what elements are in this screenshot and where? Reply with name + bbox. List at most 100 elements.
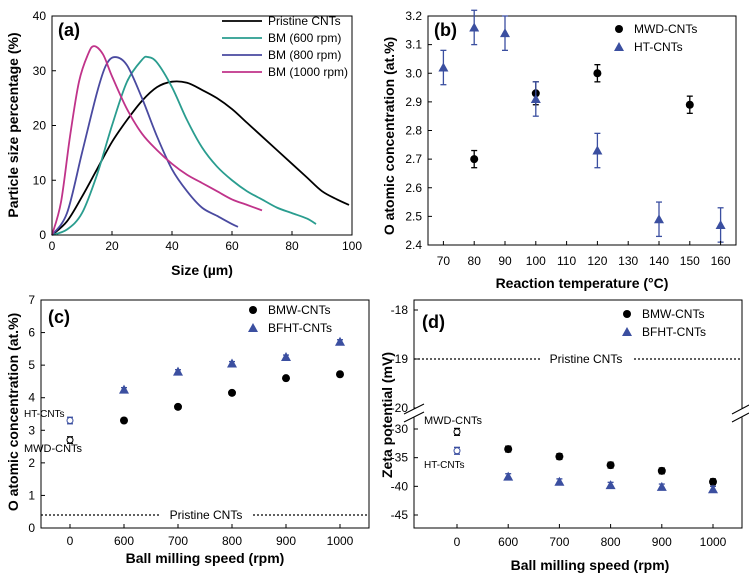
x-tick-label-a-1: 20: [105, 239, 119, 253]
legend-label-b-0: MWD-CNTs: [634, 22, 697, 36]
data-point-c-0-1: [120, 416, 128, 425]
legend-label-c-1: BFHT-CNTs: [268, 321, 332, 335]
y-tick-label-c-7: 7: [28, 293, 35, 307]
legend-marker-b-1: [614, 42, 624, 51]
annotation-mwd-cnts-d: MWD-CNTs: [424, 415, 483, 427]
data-point-d-1-1: [503, 471, 514, 481]
panel-b: 70 80 90 100 110 120 130 140 150 160 2.4 2.5 2.6 2.7 2…: [381, 9, 737, 291]
panel-label-b: (b): [434, 20, 457, 40]
x-tick-label-b-6: 130: [618, 254, 638, 268]
legend-label-d-1: BFHT-CNTs: [642, 325, 706, 339]
x-tick-label-c-2: 700: [168, 534, 188, 548]
x-tick-label-a-3: 60: [225, 239, 239, 253]
y-axis-label-a: Particle size percentage (%): [5, 32, 21, 217]
x-tick-label-d-2: 700: [549, 535, 569, 549]
x-tick-label-c-5: 1000: [327, 534, 354, 548]
series-line-a-3: [51, 45, 263, 236]
data-point-d-1-0: [453, 447, 461, 455]
legend-label-c-0: BMW-CNTs: [268, 303, 330, 317]
x-tick-label-a-5: 100: [342, 239, 362, 253]
data-point-c-1-4: [281, 352, 291, 361]
data-point-c-0-2: [174, 402, 182, 411]
legend-marker-d-1: [622, 327, 632, 336]
x-tick-label-b-7: 140: [649, 254, 669, 268]
data-point-b-1-4: [592, 145, 603, 155]
data-point-c-0-0: [66, 436, 74, 444]
data-point-c-1-3: [227, 358, 237, 368]
data-point-d-1-2: [554, 476, 565, 486]
data-point-b-1-5: [654, 214, 664, 224]
y-tick-label-c-5: 5: [28, 358, 35, 372]
x-axis-label-d: Ball milling speed (rpm): [511, 557, 670, 573]
data-point-b-1-1: [469, 22, 480, 32]
data-point-b-1-6: [715, 219, 726, 229]
y-tick-label-b-1: 2.5: [405, 209, 422, 223]
data-point-d-1-5: [708, 484, 718, 494]
legend-label-b-1: HT-CNTs: [634, 40, 683, 54]
y-tick-label-a-4: 40: [33, 9, 47, 23]
reference-label-bg-d: [540, 353, 632, 365]
y-tick-label-c-3: 3: [28, 423, 35, 437]
legend-marker-c-1: [248, 323, 258, 332]
data-point-b-0-2: [593, 69, 602, 78]
plot-area-c: [40, 299, 370, 529]
data-point-d-0-3: [606, 461, 615, 470]
x-tick-label-b-0: 70: [437, 254, 451, 268]
axis-break-right: [728, 404, 749, 423]
data-point-c-1-1: [119, 384, 129, 394]
x-tick-label-c-4: 900: [276, 534, 296, 548]
x-tick-label-b-1: 80: [468, 254, 482, 268]
y-tick-label-a-3: 30: [33, 64, 47, 78]
y-axis-label-b: O atomic concentration (at.%): [381, 37, 397, 235]
series-line-a-0: [51, 80, 350, 236]
panel-c: Pristine CNTs 0 600 700 800 900 100001234567 …: [5, 293, 370, 566]
x-tick-label-a-4: 80: [285, 239, 299, 253]
y-tick-label-d-5: -40: [391, 479, 409, 493]
x-tick-label-c-0: 0: [67, 534, 74, 548]
x-axis-label-c: Ball milling speed (rpm): [126, 550, 285, 566]
y-tick-label-d-0: -18: [391, 303, 409, 317]
data-point-c-1-0: [66, 417, 74, 425]
x-tick-label-a-2: 40: [165, 239, 179, 253]
y-tick-label-b-7: 3.1: [405, 38, 422, 52]
legend-marker-c-0: [249, 306, 257, 314]
legend-marker-d-0: [623, 310, 631, 318]
y-tick-label-b-3: 2.7: [405, 152, 422, 166]
y-tick-label-b-4: 2.8: [405, 124, 422, 138]
y-tick-label-b-5: 2.9: [405, 95, 422, 109]
data-point-d-0-4: [657, 466, 666, 475]
data-point-c-0-4: [282, 374, 290, 383]
data-point-d-0-0: [453, 428, 461, 436]
panel-label-d: (d): [422, 312, 445, 332]
y-tick-label-d-6: -45: [391, 508, 409, 522]
x-tick-label-d-4: 900: [652, 535, 672, 549]
data-point-b-0-0: [470, 155, 479, 164]
y-axis-label-d: Zeta potential (mV): [379, 352, 395, 478]
data-point-b-1-3: [530, 94, 541, 104]
legend-label-d-0: BMW-CNTs: [642, 307, 704, 321]
data-point-b-1-0: [438, 62, 449, 72]
y-tick-label-d-3: -30: [391, 422, 409, 436]
reference-label-c: Pristine CNTs: [170, 508, 243, 522]
data-point-d-1-4: [656, 481, 667, 491]
y-tick-label-d-2: -20: [391, 401, 409, 415]
x-tick-label-b-3: 100: [526, 254, 546, 268]
annotation-ht-cnts-d: HT-CNTs: [424, 460, 465, 471]
annotation-mwd-cnts-c: MWD-CNTs: [24, 443, 83, 455]
legend-label-a-3: BM (1000 rpm): [268, 65, 348, 79]
series-line-a-1: [51, 55, 317, 236]
y-tick-label-b-0: 2.4: [405, 238, 422, 252]
panel-label-c: (c): [48, 307, 70, 327]
data-point-c-0-3: [228, 388, 236, 397]
x-tick-label-c-1: 600: [114, 534, 134, 548]
x-tick-label-d-3: 800: [601, 535, 621, 549]
y-tick-label-c-1: 1: [28, 488, 35, 502]
y-tick-label-b-6: 3.0: [405, 66, 422, 80]
plot-area-b: [427, 15, 737, 246]
y-tick-label-a-2: 20: [33, 119, 47, 133]
panel-a: 0 20 40 60 80 100 0 10 20 30 40 (a) Size (µm) Part…: [5, 9, 362, 278]
x-tick-label-c-3: 800: [222, 534, 242, 548]
x-tick-label-d-0: 0: [454, 535, 461, 549]
x-tick-label-b-9: 160: [711, 254, 731, 268]
legend-label-a-0: Pristine CNTs: [268, 14, 341, 28]
